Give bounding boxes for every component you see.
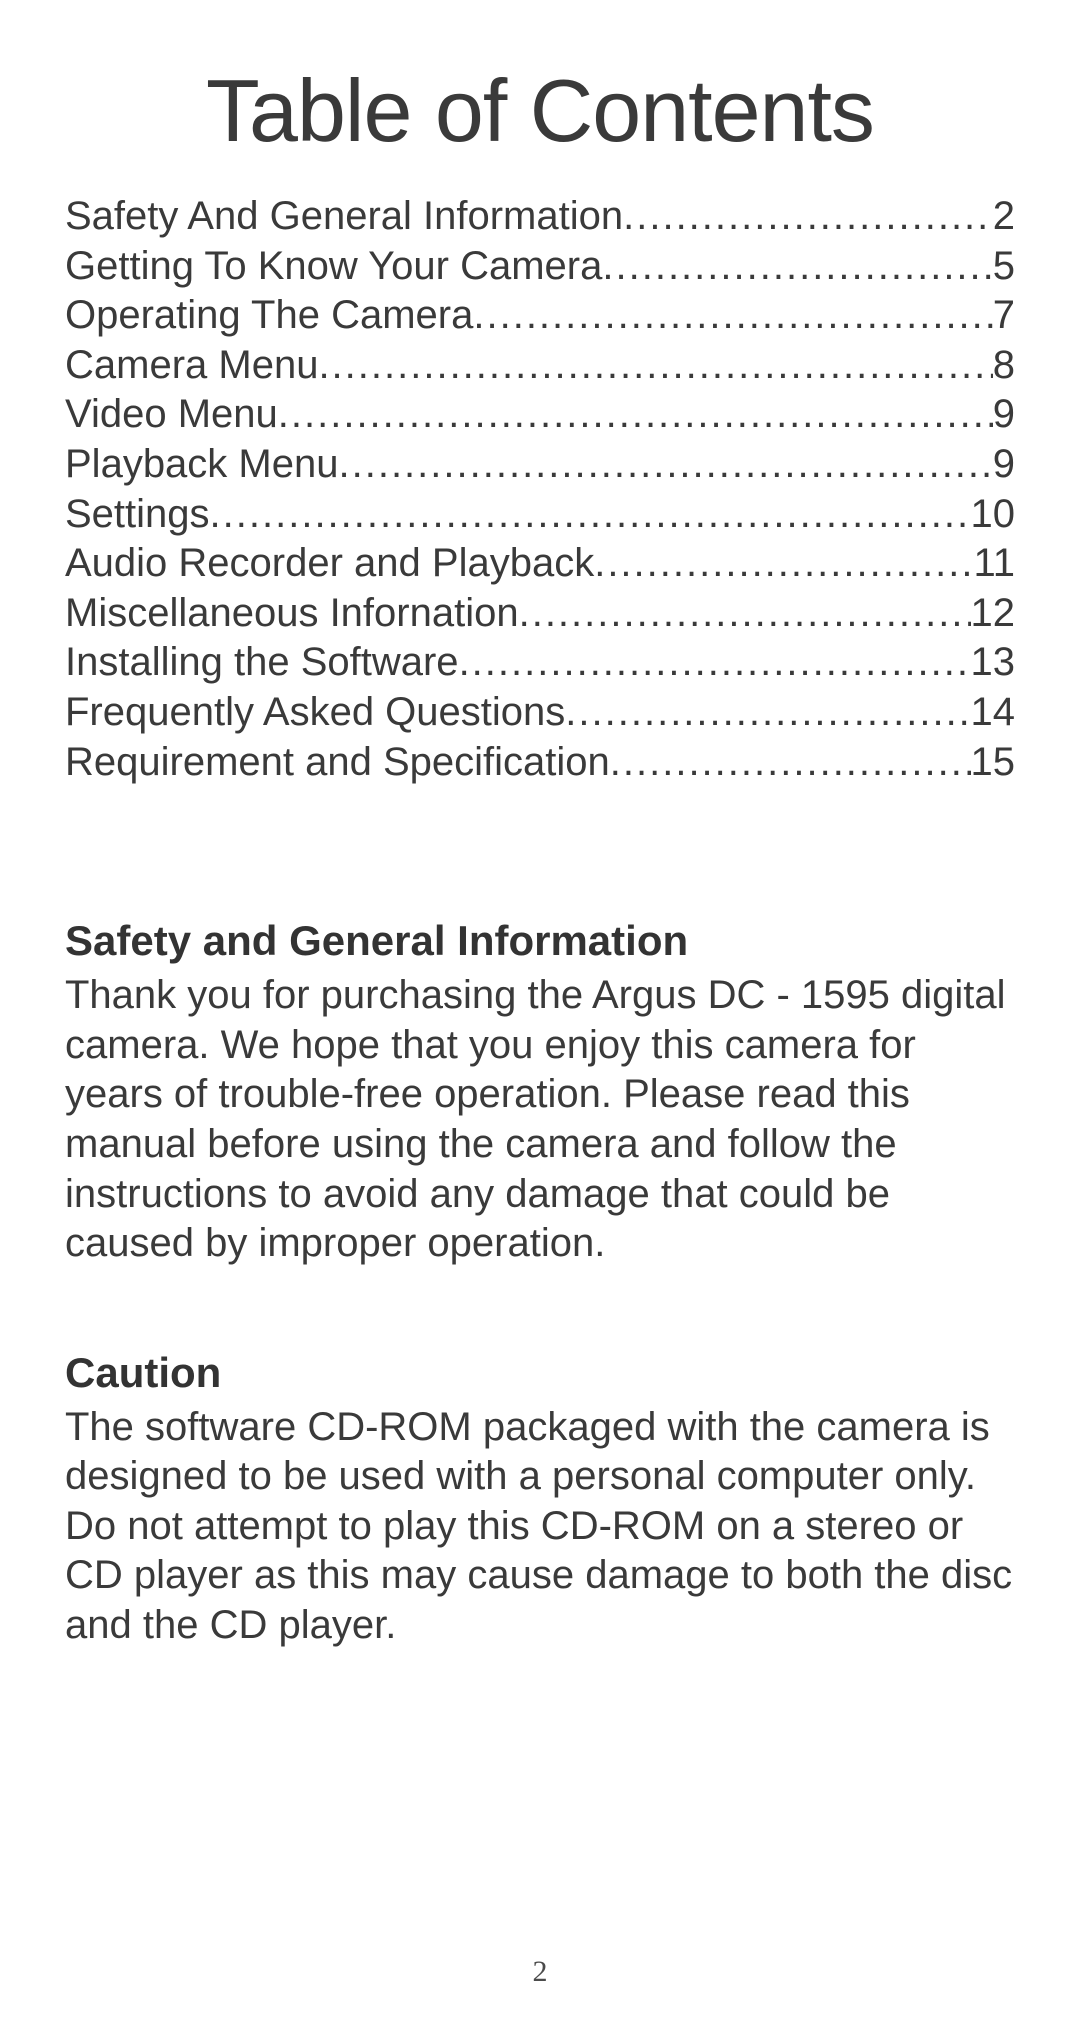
toc-dots: ........................................… — [623, 192, 993, 242]
toc-row: Playback Menu ..........................… — [65, 440, 1015, 490]
toc-label: Miscellaneous Infornation — [65, 589, 519, 639]
toc-dots: ........................................… — [565, 688, 970, 738]
toc-dots: ........................................… — [519, 589, 971, 639]
toc-page: 9 — [993, 440, 1015, 490]
toc-label: Camera Menu — [65, 341, 318, 391]
toc-dots: ........................................… — [610, 738, 971, 788]
toc-dots: ........................................… — [210, 490, 971, 540]
toc-dots: ........................................… — [602, 242, 992, 292]
page-title: Table of Contents — [65, 60, 1015, 162]
toc-page: 15 — [971, 738, 1016, 788]
toc-row: Miscellaneous Infornation ..............… — [65, 589, 1015, 639]
section-heading: Safety and General Information — [65, 917, 1015, 965]
toc-page: 5 — [993, 242, 1015, 292]
toc-page: 11 — [973, 539, 1015, 589]
toc-label: Getting To Know Your Camera — [65, 242, 602, 292]
toc-dots: ........................................… — [338, 440, 992, 490]
section-caution: Caution The software CD-ROM packaged wit… — [65, 1349, 1015, 1651]
toc-row: Safety And General Information .........… — [65, 192, 1015, 242]
toc-label: Settings — [65, 490, 210, 540]
toc-label: Safety And General Information — [65, 192, 623, 242]
toc-label: Playback Menu — [65, 440, 338, 490]
toc-page: 13 — [971, 638, 1016, 688]
toc-label: Audio Recorder and Playback — [65, 539, 594, 589]
toc-row: Camera Menu ............................… — [65, 341, 1015, 391]
toc-page: 8 — [993, 341, 1015, 391]
toc-row: Audio Recorder and Playback ............… — [65, 539, 1015, 589]
toc-row: Installing the Software ................… — [65, 638, 1015, 688]
toc-label: Operating The Camera — [65, 291, 473, 341]
toc-page: 9 — [993, 390, 1015, 440]
page-number: 2 — [0, 1955, 1080, 1989]
section-heading: Caution — [65, 1349, 1015, 1397]
toc-page: 2 — [993, 192, 1015, 242]
section-body: The software CD-ROM packaged with the ca… — [65, 1403, 1015, 1651]
table-of-contents: Safety And General Information .........… — [65, 192, 1015, 787]
toc-label: Video Menu — [65, 390, 278, 440]
toc-page: 14 — [971, 688, 1016, 738]
toc-row: Operating The Camera ...................… — [65, 291, 1015, 341]
toc-label: Installing the Software — [65, 638, 459, 688]
section-body: Thank you for purchasing the Argus DC - … — [65, 971, 1015, 1269]
toc-row: Requirement and Specification ..........… — [65, 738, 1015, 788]
toc-row: Frequently Asked Questions .............… — [65, 688, 1015, 738]
toc-page: 10 — [971, 490, 1016, 540]
toc-label: Frequently Asked Questions — [65, 688, 565, 738]
toc-dots: ........................................… — [278, 390, 993, 440]
toc-label: Requirement and Specification — [65, 738, 610, 788]
toc-page: 7 — [993, 291, 1015, 341]
toc-row: Video Menu .............................… — [65, 390, 1015, 440]
section-safety: Safety and General Information Thank you… — [65, 917, 1015, 1269]
toc-dots: ........................................… — [473, 291, 992, 341]
toc-row: Getting To Know Your Camera ............… — [65, 242, 1015, 292]
toc-row: Settings ...............................… — [65, 490, 1015, 540]
toc-page: 12 — [971, 589, 1016, 639]
toc-dots: ........................................… — [594, 539, 973, 589]
toc-dots: ........................................… — [318, 341, 992, 391]
toc-dots: ........................................… — [459, 638, 971, 688]
